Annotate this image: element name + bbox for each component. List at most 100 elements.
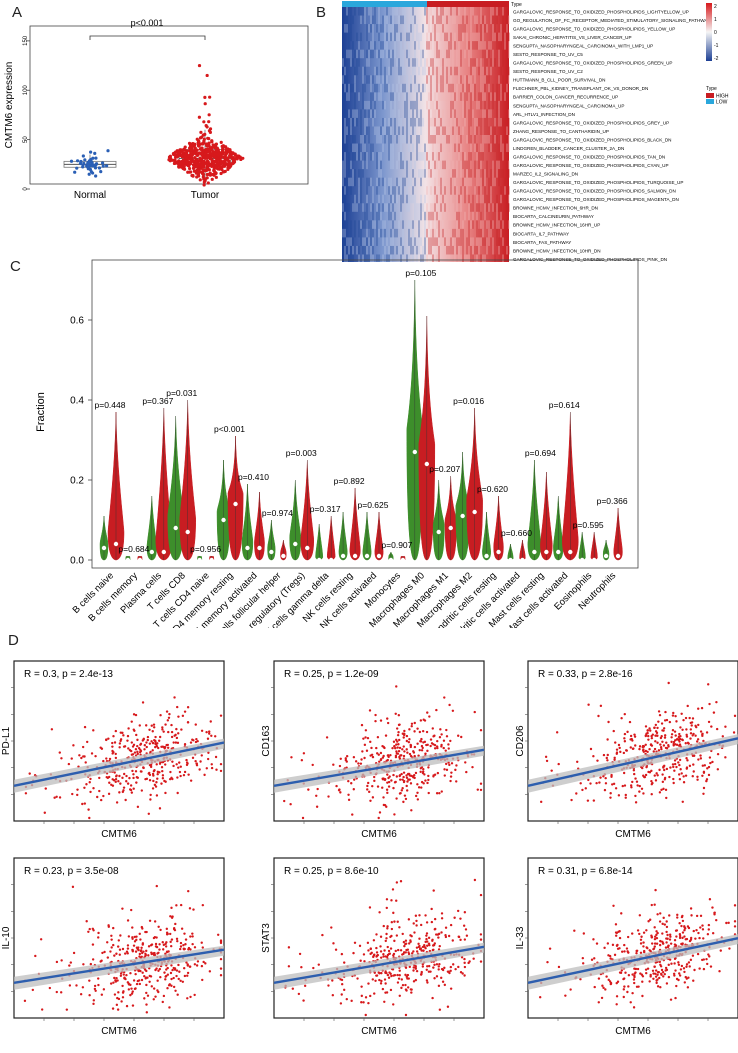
scatter-point <box>417 786 421 789</box>
heatmap-cell <box>456 135 458 144</box>
scatter-point <box>193 993 196 997</box>
heatmap-cell <box>468 194 470 204</box>
scatter-point <box>183 770 187 774</box>
heatmap-cell <box>490 186 492 195</box>
heatmap-cell <box>500 194 502 204</box>
scatter-point <box>410 935 413 938</box>
heatmap-cell <box>400 177 402 187</box>
heatmap-cell <box>426 75 428 84</box>
heatmap-cell <box>504 177 506 187</box>
scatter-point <box>386 925 389 928</box>
heatmap-cell <box>354 100 356 110</box>
heatmap-cell <box>456 245 458 255</box>
scatter-point <box>622 995 625 999</box>
scatter-point <box>148 771 151 775</box>
scatter-point <box>156 952 159 955</box>
scatter-point <box>170 906 173 910</box>
heatmap-cell <box>456 211 458 221</box>
scatter-point <box>684 774 688 777</box>
heatmap-cell <box>462 152 464 161</box>
scatter-point <box>98 776 101 780</box>
heatmap-cell <box>474 135 476 144</box>
heatmap-cell <box>492 83 494 93</box>
panel-a-point-normal <box>93 151 97 155</box>
scatter-point <box>356 977 359 980</box>
panel-a-point-tumor <box>182 161 186 166</box>
heatmap-cell <box>366 194 368 204</box>
heatmap-cell <box>492 126 494 135</box>
heatmap-cell <box>438 169 440 178</box>
scatter-point <box>661 922 664 926</box>
heatmap-cell <box>482 177 484 187</box>
heatmap-cell <box>476 194 478 204</box>
heatmap-cell <box>378 194 380 204</box>
scatter-point <box>180 927 184 930</box>
scatter-point <box>426 944 429 947</box>
scatter-point <box>399 949 403 952</box>
scatter-point <box>419 923 423 927</box>
scatter-point <box>681 800 684 803</box>
scatter-point <box>463 974 466 977</box>
scatter-point <box>611 943 615 947</box>
heatmap-cell <box>446 66 448 76</box>
scatter-point <box>683 981 687 984</box>
panel-a-point-tumor <box>227 161 231 165</box>
scatter-point <box>367 1001 370 1005</box>
scatter-point <box>125 973 128 977</box>
heatmap-cell <box>494 32 496 42</box>
scatter-point <box>208 730 211 733</box>
heatmap-cell <box>492 7 494 16</box>
scatter-point <box>93 987 97 991</box>
heatmap-cell <box>442 211 444 221</box>
scatter-point <box>393 920 396 923</box>
color-scale-tick: 2 <box>714 4 717 10</box>
heatmap-cell <box>342 237 344 246</box>
heatmap-cell <box>390 109 392 118</box>
scatter-point <box>692 929 695 933</box>
scatter-point <box>195 964 199 967</box>
scatter-point <box>612 782 616 786</box>
scatter-point <box>706 932 710 936</box>
scatter-point <box>656 971 660 974</box>
scatter-point <box>113 954 116 957</box>
scatter-point <box>655 930 658 933</box>
scatter-point <box>148 778 152 782</box>
heatmap-cell <box>354 177 356 187</box>
heatmap-cell <box>434 109 436 118</box>
panel-c-ytick-label: 0.0 <box>70 556 84 567</box>
heatmap-cell <box>480 92 482 101</box>
heatmap-cell <box>490 15 492 25</box>
heatmap-cell <box>502 83 504 93</box>
scatter-point <box>345 754 349 758</box>
scatter-point <box>401 953 404 956</box>
scatter-point <box>121 907 124 910</box>
heatmap-cell <box>364 7 366 16</box>
scatter-point <box>101 951 104 955</box>
scatter-point <box>406 751 409 754</box>
heatmap-cell <box>372 228 374 238</box>
heatmap-cell <box>430 100 432 110</box>
heatmap-cell <box>364 15 366 25</box>
scatter-point <box>415 950 419 953</box>
heatmap-cell <box>400 203 402 212</box>
scatter-point <box>398 738 401 742</box>
heatmap-cell <box>378 228 380 238</box>
heatmap-cell <box>456 83 458 93</box>
scatter-point <box>375 946 378 950</box>
scatter-point <box>695 740 699 743</box>
heatmap-cell <box>490 58 492 67</box>
heatmap-cell <box>488 228 490 238</box>
heatmap-cell <box>464 160 466 170</box>
scatter-point <box>653 942 657 945</box>
scatter-point <box>425 979 429 982</box>
heatmap-cell <box>344 109 346 118</box>
scatter-point <box>613 756 616 760</box>
scatter-point <box>634 967 638 971</box>
scatter-point <box>425 934 428 937</box>
scatter-point <box>631 739 634 742</box>
heatmap-cell <box>360 32 362 42</box>
heatmap-cell <box>482 135 484 144</box>
scatter-point <box>439 728 442 731</box>
heatmap-cell <box>374 126 376 135</box>
scatter-point <box>618 947 621 950</box>
